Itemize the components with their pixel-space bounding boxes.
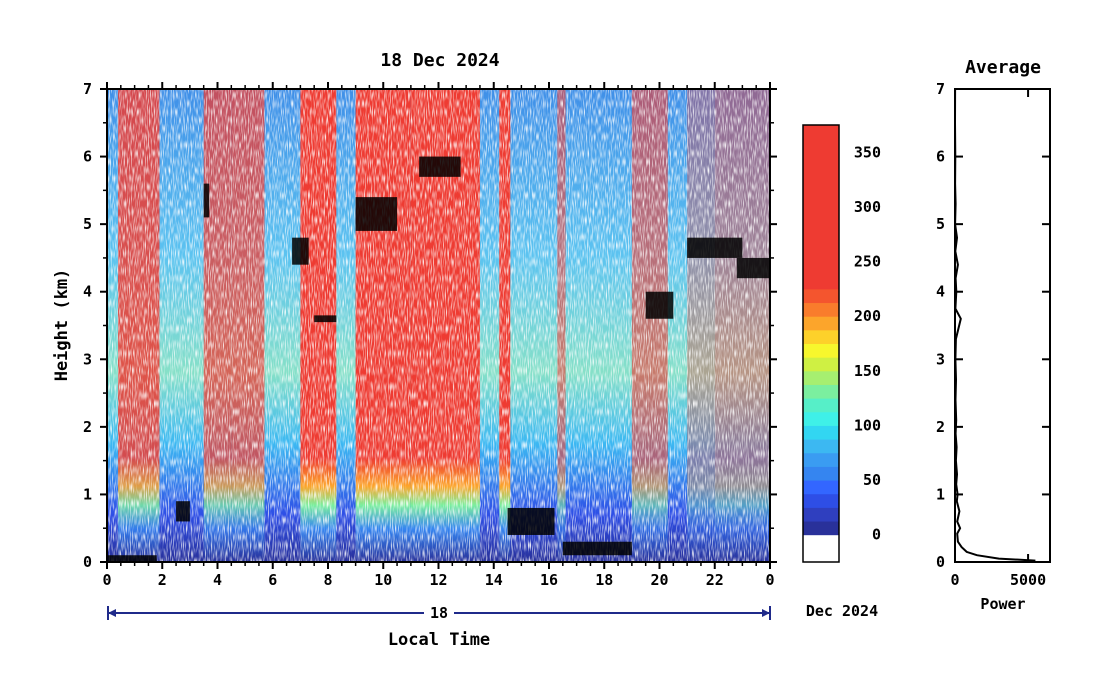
- profile-y-tick-label: 5: [936, 215, 945, 233]
- date-label: Dec 2024: [806, 602, 878, 620]
- cloud-layer-mark: [355, 197, 398, 231]
- y-tick-label: 4: [83, 283, 92, 301]
- colorbar-band: [803, 411, 839, 426]
- colorbar-tick-label: 150: [854, 362, 881, 380]
- x-tick-label: 20: [650, 571, 668, 589]
- x-tick-label: 4: [213, 571, 222, 589]
- colorbar-frame: [802, 124, 840, 563]
- profile-line: [953, 88, 1036, 562]
- cloud-layer-mark: [107, 555, 157, 562]
- profile-x-tick-label: 5000: [1010, 571, 1046, 589]
- x-tick-label: 8: [323, 571, 332, 589]
- cloud-layer-mark: [176, 501, 190, 522]
- cloud-layer-mark: [645, 291, 674, 319]
- day-bar-left-arrow: [108, 609, 116, 617]
- colorbar-band: [803, 480, 839, 495]
- colorbar-band: [803, 507, 839, 522]
- cloud-layer-mark: [562, 541, 632, 556]
- colorbar-tick-label: 100: [854, 416, 881, 434]
- colorbar-band: [803, 521, 839, 536]
- colorbar-band: [803, 384, 839, 399]
- colorbar-band: [803, 493, 839, 508]
- profile-y-tick-label: 4: [936, 283, 945, 301]
- y-tick-label: 0: [83, 553, 92, 571]
- x-tick-label: 6: [268, 571, 277, 589]
- profile-frame: [954, 88, 1051, 563]
- profile-x-tick-label: 0: [950, 571, 959, 589]
- y-tick-label: 7: [83, 80, 92, 98]
- colorbar-band: [803, 439, 839, 454]
- profile-x-axis-title: Power: [980, 595, 1025, 613]
- x-tick-label: 22: [706, 571, 724, 589]
- colorbar-tick-label: 50: [863, 471, 881, 489]
- y-tick-label: 1: [83, 485, 92, 503]
- day-label-bg: [424, 603, 454, 623]
- x-axis-title: Local Time: [388, 630, 490, 650]
- colorbar-band: [803, 302, 839, 317]
- colorbar-band: [803, 316, 839, 331]
- cloud-layer-mark: [419, 156, 461, 177]
- profile-y-tick-label: 6: [936, 148, 945, 166]
- x-tick-label: 0: [102, 571, 111, 589]
- colorbar-band: [803, 425, 839, 440]
- colorbar-band: [803, 288, 839, 304]
- colorbar-tick-label: 0: [872, 526, 881, 544]
- profile-y-tick-label: 3: [936, 350, 945, 368]
- profile-title: Average: [965, 57, 1041, 78]
- x-tick-label: 12: [429, 571, 447, 589]
- day-bar-right-arrow: [762, 609, 770, 617]
- colorbar-tick-label: 250: [854, 253, 881, 271]
- x-tick-label: 18: [595, 571, 613, 589]
- colorbar-tick-label: 300: [854, 198, 881, 216]
- day-label: 18: [430, 604, 448, 622]
- profile-y-tick-label: 7: [936, 80, 945, 98]
- x-tick-label: 0: [765, 571, 774, 589]
- y-tick-label: 2: [83, 418, 92, 436]
- colorbar-band: [803, 370, 839, 385]
- colorbar-band: [803, 466, 839, 481]
- x-tick-label: 2: [158, 571, 167, 589]
- cloud-layer-mark: [314, 315, 337, 323]
- cloud-layer-mark: [292, 237, 309, 265]
- colorbar-tick-label: 200: [854, 307, 881, 325]
- x-tick-label: 10: [374, 571, 392, 589]
- colorbar: 0 50 100 150 200 250 300 350: [802, 124, 881, 563]
- cloud-layer-mark: [736, 257, 770, 279]
- x-tick-label: 14: [485, 571, 503, 589]
- colorbar-band: [803, 398, 839, 413]
- colorbar-band: [803, 357, 839, 372]
- colorbar-tick-label: 350: [854, 143, 881, 161]
- colorbar-band: [803, 329, 839, 344]
- y-tick-label: 3: [83, 350, 92, 368]
- cloud-layer-mark: [687, 237, 743, 258]
- cloud-layer-mark: [203, 183, 210, 218]
- profile-y-tick-label: 2: [936, 418, 945, 436]
- main-chart-title: 18 Dec 2024: [380, 50, 499, 71]
- heatmap-area: [107, 89, 770, 562]
- cloud-layer-mark: [507, 507, 555, 535]
- y-axis-title: Height (km): [52, 269, 72, 382]
- y-tick-label: 5: [83, 215, 92, 233]
- colorbar-band: [803, 125, 839, 290]
- colorbar-band: [803, 343, 839, 358]
- x-tick-label: 16: [540, 571, 558, 589]
- colorbar-band: [803, 452, 839, 467]
- profile-y-tick-label: 1: [936, 485, 945, 503]
- colorbar-band: [803, 534, 839, 563]
- y-tick-label: 6: [83, 148, 92, 166]
- profile-y-tick-label: 0: [936, 553, 945, 571]
